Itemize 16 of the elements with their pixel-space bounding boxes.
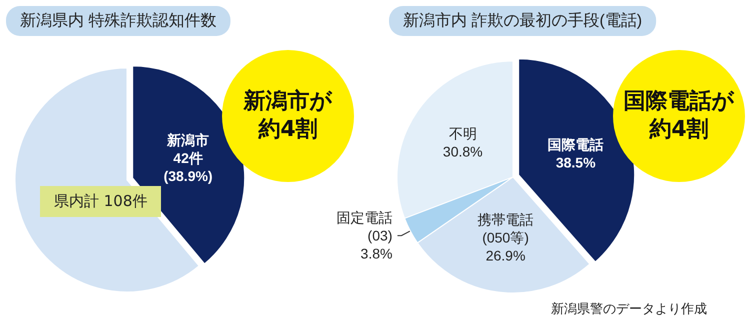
text: 県内計 108件 xyxy=(40,186,162,217)
speech-bubble: 新潟市が約4割 xyxy=(222,50,354,182)
chart-title: 新潟市内 詐欺の最初の手段(電話) xyxy=(403,12,642,30)
slice-label: 携帯電話 (050等) xyxy=(478,212,534,246)
slice-label: 不明 xyxy=(448,125,477,142)
data-label: 38.5% xyxy=(556,154,596,170)
data-label: 42件 (38.9%) xyxy=(164,150,213,184)
slice-label: 新潟市 xyxy=(166,132,210,148)
data-label: 26.9% xyxy=(486,248,526,264)
data-label: 3.8% xyxy=(360,246,392,262)
data-label: 30.8% xyxy=(442,143,483,160)
slice-label: 国際電話 xyxy=(548,136,604,152)
chart-title: 新潟県内 特殊詐欺認知件数 xyxy=(20,12,216,30)
slice-label: 固定電話 (03) xyxy=(336,210,392,244)
text: 新潟県警のデータより作成 xyxy=(551,301,707,318)
speech-bubble: 国際電話が約4割 xyxy=(613,50,745,182)
